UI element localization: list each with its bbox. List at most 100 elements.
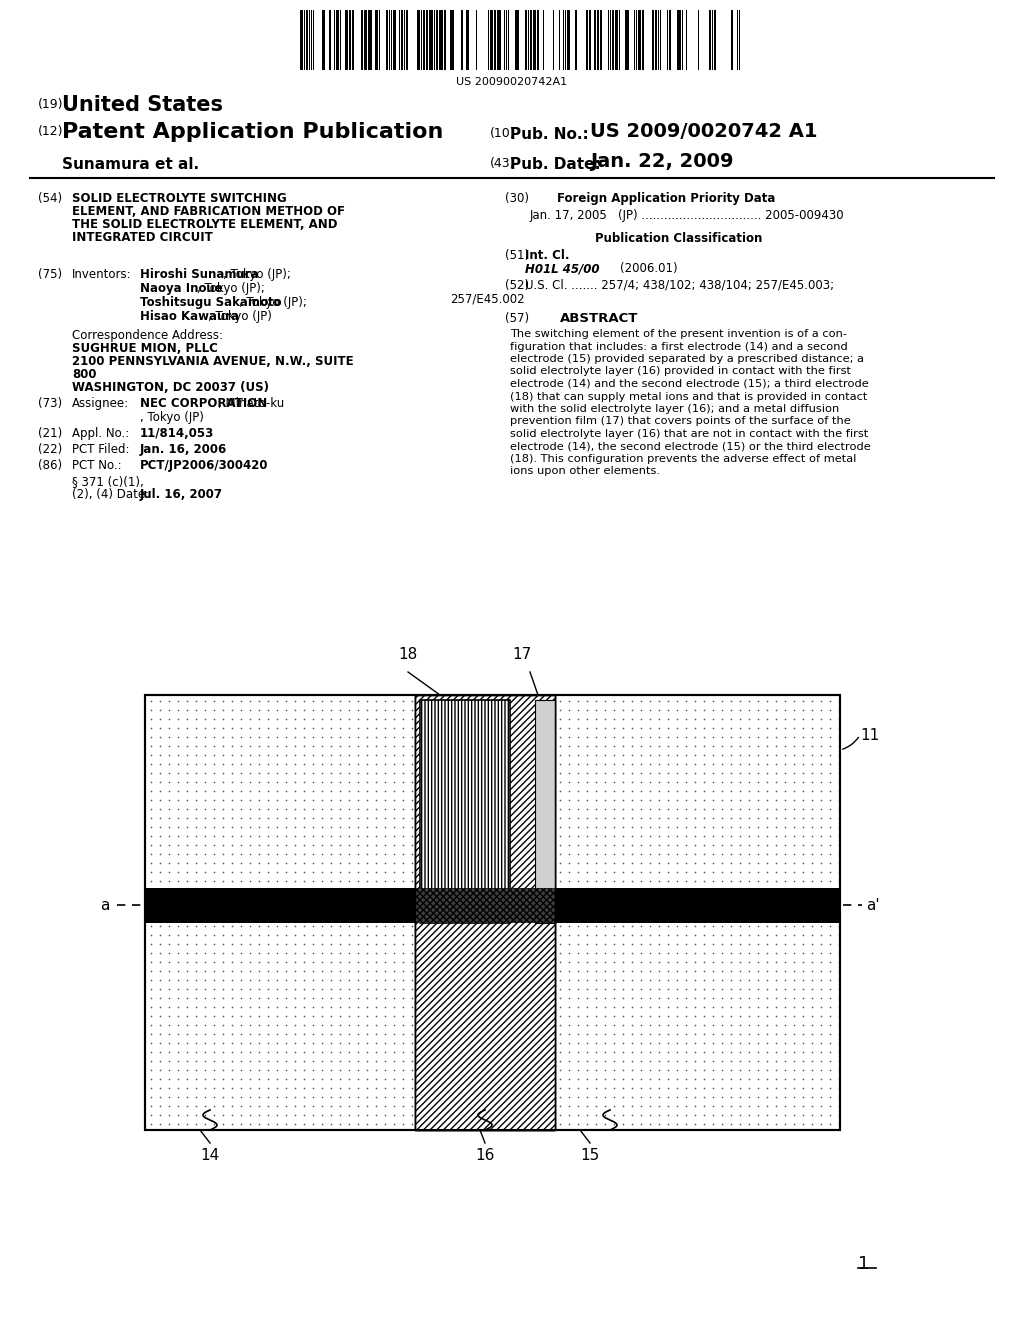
Bar <box>731 11 733 70</box>
Bar <box>429 11 433 70</box>
Bar <box>709 11 711 70</box>
Text: Correspondence Address:: Correspondence Address: <box>72 329 223 342</box>
Bar <box>349 11 351 70</box>
Bar <box>415 696 555 1130</box>
Bar <box>336 11 339 70</box>
Text: Pub. No.:: Pub. No.: <box>510 127 589 143</box>
Text: 14: 14 <box>201 1148 219 1163</box>
Text: figuration that includes: a first electrode (14) and a second: figuration that includes: a first electr… <box>510 342 848 351</box>
Bar <box>426 11 428 70</box>
Bar <box>375 11 378 70</box>
Text: (22): (22) <box>38 444 62 455</box>
Bar <box>535 700 555 923</box>
Text: SUGHRUE MION, PLLC: SUGHRUE MION, PLLC <box>72 342 218 355</box>
Text: US 2009/0020742 A1: US 2009/0020742 A1 <box>590 121 817 141</box>
Bar <box>600 11 602 70</box>
Text: Patent Application Publication: Patent Application Publication <box>62 121 443 143</box>
Text: 16: 16 <box>475 1148 495 1163</box>
Text: electrode (14), the second electrode (15) or the third electrode: electrode (14), the second electrode (15… <box>510 441 870 451</box>
Text: (75): (75) <box>38 268 62 281</box>
Text: , Tokyo (JP);: , Tokyo (JP); <box>198 282 265 294</box>
Text: Foreign Application Priority Data: Foreign Application Priority Data <box>557 191 775 205</box>
Text: a: a <box>100 898 110 912</box>
Text: ABSTRACT: ABSTRACT <box>560 312 638 325</box>
Text: Toshitsugu Sakamoto: Toshitsugu Sakamoto <box>140 296 282 309</box>
Text: Pub. Date:: Pub. Date: <box>510 157 601 172</box>
Bar <box>497 11 501 70</box>
Text: (18) that can supply metal ions and that is provided in contact: (18) that can supply metal ions and that… <box>510 392 867 401</box>
Text: (2), (4) Date:: (2), (4) Date: <box>72 488 150 502</box>
Bar <box>594 11 596 70</box>
Text: Publication Classification: Publication Classification <box>595 232 763 246</box>
Bar <box>534 11 536 70</box>
Bar <box>515 11 519 70</box>
Text: Hiroshi Sunamura: Hiroshi Sunamura <box>140 268 259 281</box>
Text: , Tokyo (JP): , Tokyo (JP) <box>140 411 204 424</box>
Bar <box>612 11 614 70</box>
Text: (12): (12) <box>38 125 63 139</box>
Text: Sunamura et al.: Sunamura et al. <box>62 157 199 172</box>
Text: (73): (73) <box>38 397 62 411</box>
Text: INTEGRATED CIRCUIT: INTEGRATED CIRCUIT <box>72 231 213 244</box>
Text: United States: United States <box>62 95 223 115</box>
Text: a': a' <box>866 898 880 912</box>
Bar <box>625 11 629 70</box>
Bar <box>530 11 532 70</box>
Text: Naoya Inoue: Naoya Inoue <box>140 282 223 294</box>
Text: Appl. No.:: Appl. No.: <box>72 426 129 440</box>
Bar <box>550 887 840 923</box>
Text: solid electrolyte layer (16) that are not in contact with the first: solid electrolyte layer (16) that are no… <box>510 429 868 440</box>
Text: , Minato-ku: , Minato-ku <box>218 397 285 411</box>
Text: solid electrolyte layer (16) provided in contact with the first: solid electrolyte layer (16) provided in… <box>510 367 851 376</box>
Text: US 20090020742A1: US 20090020742A1 <box>457 77 567 87</box>
Text: , Tokyo (JP);: , Tokyo (JP); <box>239 296 306 309</box>
Bar <box>415 696 555 1130</box>
Bar <box>655 11 657 70</box>
Text: prevention film (17) that covers points of the surface of the: prevention film (17) that covers points … <box>510 417 851 426</box>
Text: ELEMENT, AND FABRICATION METHOD OF: ELEMENT, AND FABRICATION METHOD OF <box>72 205 345 218</box>
Text: Int. Cl.: Int. Cl. <box>525 249 569 261</box>
Bar <box>420 700 510 923</box>
Text: 18: 18 <box>398 647 418 663</box>
Bar <box>393 11 396 70</box>
Bar <box>525 11 527 70</box>
Text: SOLID ELECTROLYTE SWITCHING: SOLID ELECTROLYTE SWITCHING <box>72 191 287 205</box>
Bar <box>306 11 308 70</box>
Text: Jan. 16, 2006: Jan. 16, 2006 <box>140 444 227 455</box>
Bar <box>638 11 641 70</box>
Text: (52): (52) <box>505 279 529 292</box>
Text: § 371 (c)(1),: § 371 (c)(1), <box>72 475 143 488</box>
Bar <box>423 11 425 70</box>
Bar <box>461 11 463 70</box>
Text: 800: 800 <box>72 368 96 381</box>
Text: 11/814,053: 11/814,053 <box>140 426 214 440</box>
Text: 1: 1 <box>858 1255 869 1272</box>
Bar <box>439 11 443 70</box>
Text: Hisao Kawaura: Hisao Kawaura <box>140 310 240 323</box>
Text: (54): (54) <box>38 191 62 205</box>
Bar <box>444 11 446 70</box>
Bar <box>652 11 654 70</box>
Bar <box>345 11 348 70</box>
Text: 2100 PENNSYLVANIA AVENUE, N.W., SUITE: 2100 PENNSYLVANIA AVENUE, N.W., SUITE <box>72 355 353 368</box>
Bar <box>642 11 644 70</box>
Text: Jan. 22, 2009: Jan. 22, 2009 <box>590 152 733 172</box>
Text: PCT No.:: PCT No.: <box>72 459 122 473</box>
Bar <box>567 11 570 70</box>
Bar <box>490 11 493 70</box>
Bar <box>406 11 408 70</box>
Bar <box>597 11 599 70</box>
Bar <box>417 11 420 70</box>
Text: Assignee:: Assignee: <box>72 397 129 411</box>
Text: (2006.01): (2006.01) <box>620 261 678 275</box>
Bar <box>145 887 420 923</box>
Text: (18). This configuration prevents the adverse effect of metal: (18). This configuration prevents the ad… <box>510 454 856 465</box>
Text: THE SOLID ELECTROLYTE ELEMENT, AND: THE SOLID ELECTROLYTE ELEMENT, AND <box>72 218 338 231</box>
Text: ions upon other elements.: ions upon other elements. <box>510 466 660 477</box>
Bar <box>494 11 496 70</box>
Bar <box>401 11 403 70</box>
Bar <box>364 11 367 70</box>
Text: NEC CORPORATION: NEC CORPORATION <box>140 397 267 411</box>
Text: Inventors:: Inventors: <box>72 268 132 281</box>
Bar <box>415 887 555 923</box>
